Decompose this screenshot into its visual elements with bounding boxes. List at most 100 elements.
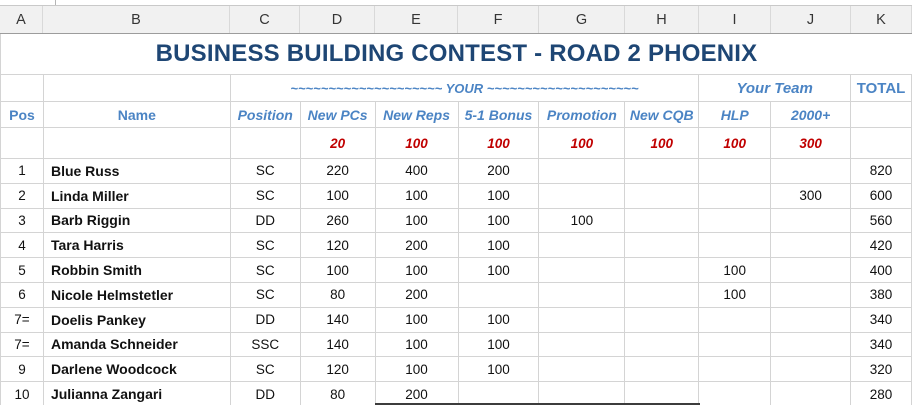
cell-new-pcs[interactable]: 120 <box>301 233 376 258</box>
cell-2000-plus[interactable] <box>771 159 852 183</box>
cell-2000-plus[interactable] <box>771 208 852 233</box>
cell-total[interactable]: 280 <box>851 382 912 405</box>
cell-position[interactable]: SC <box>231 357 301 382</box>
group-cell-empty-b[interactable] <box>44 75 231 101</box>
header-position[interactable]: Position <box>231 102 301 127</box>
cell-5-1-bonus[interactable]: 100 <box>459 357 540 382</box>
cell-new-reps[interactable]: 100 <box>376 183 459 208</box>
cell-2000-plus[interactable] <box>771 258 852 282</box>
cell-5-1-bonus[interactable]: 100 <box>459 307 540 332</box>
cell-new-cqb[interactable] <box>625 233 700 258</box>
cell-new-reps[interactable]: 100 <box>376 307 459 332</box>
cell-new-cqb[interactable] <box>625 208 700 233</box>
column-header-c[interactable]: C <box>230 6 300 33</box>
column-header-a[interactable]: A <box>0 6 43 33</box>
cell-hlp[interactable] <box>699 382 772 405</box>
cell-position[interactable]: SSC <box>231 332 301 357</box>
cell-position[interactable]: DD <box>231 307 301 332</box>
header-empty-k[interactable] <box>851 102 912 127</box>
cell-hlp[interactable] <box>699 233 772 258</box>
cell-5-1-bonus[interactable]: 100 <box>459 258 540 282</box>
cell-promotion[interactable] <box>539 159 626 183</box>
group-header-total[interactable]: TOTAL <box>851 75 912 101</box>
cell-new-pcs[interactable]: 100 <box>301 183 376 208</box>
header-new-cqb[interactable]: New CQB <box>625 102 700 127</box>
points-new-cqb[interactable]: 100 <box>625 128 700 158</box>
cell-name[interactable]: Barb Riggin <box>44 208 231 233</box>
points-empty-a[interactable] <box>1 128 44 158</box>
cell-promotion[interactable] <box>539 282 626 307</box>
cell-hlp[interactable] <box>699 357 772 382</box>
cell-new-pcs[interactable]: 140 <box>301 332 376 357</box>
cell-pos[interactable]: 7= <box>1 307 44 332</box>
cell-new-cqb[interactable] <box>625 307 700 332</box>
cell-5-1-bonus[interactable]: 100 <box>459 183 540 208</box>
cell-promotion[interactable]: 100 <box>539 208 626 233</box>
group-header-your-team[interactable]: Your Team <box>699 75 852 101</box>
cell-new-cqb[interactable] <box>625 357 700 382</box>
column-header-e[interactable]: E <box>375 6 458 33</box>
header-pos[interactable]: Pos <box>1 102 44 127</box>
header-hlp[interactable]: HLP <box>699 102 772 127</box>
cell-pos[interactable]: 5 <box>1 258 44 282</box>
cell-new-reps[interactable]: 100 <box>376 332 459 357</box>
cell-position[interactable]: SC <box>231 159 301 183</box>
cell-new-cqb[interactable] <box>625 282 700 307</box>
cell-position[interactable]: SC <box>231 233 301 258</box>
cell-total[interactable]: 340 <box>851 307 912 332</box>
cell-pos[interactable]: 2 <box>1 183 44 208</box>
cell-name[interactable]: Robbin Smith <box>44 258 231 282</box>
cell-name[interactable]: Blue Russ <box>44 159 231 183</box>
cell-name[interactable]: Darlene Woodcock <box>44 357 231 382</box>
points-empty-b[interactable] <box>44 128 231 158</box>
cell-new-pcs[interactable]: 120 <box>301 357 376 382</box>
header-new-pcs[interactable]: New PCs <box>301 102 376 127</box>
cell-new-pcs[interactable]: 220 <box>301 159 376 183</box>
cell-5-1-bonus[interactable]: 100 <box>459 332 540 357</box>
cell-position[interactable]: DD <box>231 208 301 233</box>
column-header-g[interactable]: G <box>539 6 625 33</box>
cell-new-pcs[interactable]: 100 <box>301 258 376 282</box>
cell-hlp[interactable] <box>699 159 772 183</box>
cell-2000-plus[interactable]: 300 <box>771 183 852 208</box>
group-cell-empty-a[interactable] <box>1 75 44 101</box>
cell-position[interactable]: SC <box>231 183 301 208</box>
column-header-b[interactable]: B <box>43 6 230 33</box>
column-header-h[interactable]: H <box>625 6 699 33</box>
cell-pos[interactable]: 1 <box>1 159 44 183</box>
cell-promotion[interactable] <box>539 382 626 405</box>
group-header-your[interactable]: ~~~~~~~~~~~~~~~~~~~~ YOUR ~~~~~~~~~~~~~~… <box>231 75 700 101</box>
cell-name[interactable]: Nicole Helmstetler <box>44 282 231 307</box>
cell-hlp[interactable] <box>699 307 772 332</box>
points-promotion[interactable]: 100 <box>539 128 626 158</box>
cell-new-reps[interactable]: 200 <box>376 282 459 307</box>
column-header-f[interactable]: F <box>458 6 539 33</box>
cell-total[interactable]: 400 <box>851 258 912 282</box>
points-empty-c[interactable] <box>231 128 301 158</box>
header-5-1-bonus[interactable]: 5-1 Bonus <box>459 102 540 127</box>
cell-total[interactable]: 600 <box>851 183 912 208</box>
title-row[interactable]: BUSINESS BUILDING CONTEST - ROAD 2 PHOEN… <box>1 34 912 75</box>
cell-5-1-bonus[interactable] <box>459 382 540 405</box>
cell-new-reps[interactable]: 400 <box>376 159 459 183</box>
cell-promotion[interactable] <box>539 183 626 208</box>
column-header-j[interactable]: J <box>771 6 851 33</box>
cell-pos[interactable]: 3 <box>1 208 44 233</box>
cell-new-pcs[interactable]: 140 <box>301 307 376 332</box>
cell-2000-plus[interactable] <box>771 332 852 357</box>
cell-5-1-bonus[interactable]: 200 <box>459 159 540 183</box>
cell-promotion[interactable] <box>539 307 626 332</box>
cell-2000-plus[interactable] <box>771 233 852 258</box>
header-name[interactable]: Name <box>44 102 231 127</box>
cell-2000-plus[interactable] <box>771 357 852 382</box>
cell-pos[interactable]: 6 <box>1 282 44 307</box>
cell-new-cqb[interactable] <box>625 382 700 405</box>
header-promotion[interactable]: Promotion <box>539 102 626 127</box>
cell-pos[interactable]: 7= <box>1 332 44 357</box>
cell-hlp[interactable] <box>699 183 772 208</box>
cell-promotion[interactable] <box>539 332 626 357</box>
cell-hlp[interactable] <box>699 332 772 357</box>
cell-2000-plus[interactable] <box>771 282 852 307</box>
cell-5-1-bonus[interactable] <box>459 282 540 307</box>
cell-2000-plus[interactable] <box>771 307 852 332</box>
